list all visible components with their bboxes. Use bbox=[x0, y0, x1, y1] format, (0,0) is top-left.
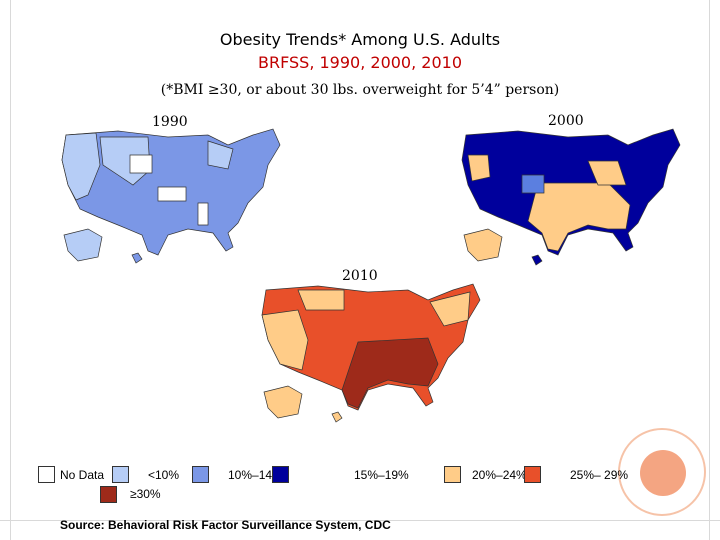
decorative-circle bbox=[640, 450, 686, 496]
us-map-2000 bbox=[461, 128, 681, 266]
region-1990-lightne bbox=[207, 140, 234, 170]
legend-swatch-25-29 bbox=[524, 466, 541, 483]
legend-label-20-24: 20%–24% bbox=[472, 468, 527, 482]
legend-label-nodata: No Data bbox=[60, 468, 105, 482]
decorative-ring bbox=[618, 428, 706, 516]
legend: No Data <10% 10%–14% 15%–19% 20%–24% 25%… bbox=[36, 464, 676, 504]
bmi-note: (*BMI ≥30, or about 30 lbs. overweight f… bbox=[160, 82, 560, 98]
legend-swatch-20-24 bbox=[444, 466, 461, 483]
hawaii-2010 bbox=[331, 411, 343, 423]
alaska-1990 bbox=[63, 228, 103, 262]
region-2010-orange-ne bbox=[429, 291, 471, 327]
hawaii-1990 bbox=[131, 252, 143, 264]
region-2000-orange-south bbox=[527, 182, 631, 252]
region-2010-orange-west bbox=[261, 309, 309, 371]
slide-frame-right bbox=[709, 0, 710, 540]
legend-label-10-14: 10%–14% bbox=[228, 468, 283, 482]
legend-swatch-10-14 bbox=[192, 466, 209, 483]
region-2000-orange-mw bbox=[587, 160, 627, 186]
legend-swatch-15-19 bbox=[272, 466, 289, 483]
map-label-2000: 2000 bbox=[548, 113, 584, 129]
map-label-2010: 2010 bbox=[342, 268, 378, 284]
region-2000-co bbox=[521, 174, 545, 194]
source-note: Source: Behavioral Risk Factor Surveilla… bbox=[60, 518, 391, 532]
alaska-2000 bbox=[463, 228, 503, 262]
region-2010-dark-south bbox=[341, 337, 439, 409]
us-map-1990 bbox=[61, 128, 281, 264]
legend-swatch-nodata bbox=[38, 466, 55, 483]
slide-title: Obesity Trends* Among U.S. Adults bbox=[219, 30, 501, 49]
slide-subtitle: BRFSS, 1990, 2000, 2010 bbox=[258, 53, 462, 72]
slide-frame-bottom bbox=[0, 520, 720, 521]
legend-swatch-lt10 bbox=[112, 466, 129, 483]
alaska-2010 bbox=[263, 385, 303, 419]
us-map-2010 bbox=[261, 283, 481, 423]
legend-label-15-19: 15%–19% bbox=[354, 468, 409, 482]
hawaii-2000 bbox=[531, 254, 543, 266]
legend-swatch-ge30 bbox=[100, 486, 117, 503]
legend-label-ge30: ≥30% bbox=[130, 487, 161, 501]
legend-label-25-29: 25%– 29% bbox=[570, 468, 629, 482]
map-label-1990: 1990 bbox=[152, 114, 188, 130]
region-1990-nodata3 bbox=[197, 202, 209, 226]
region-1990-lightnw bbox=[61, 132, 101, 201]
legend-label-lt10: <10% bbox=[148, 468, 180, 482]
region-1990-nodata1 bbox=[129, 154, 153, 174]
region-1990-nodata2 bbox=[157, 186, 187, 202]
region-2000-orange-nw bbox=[467, 154, 491, 182]
region-2010-orange-mt bbox=[297, 289, 345, 311]
slide-frame-left bbox=[10, 0, 11, 540]
